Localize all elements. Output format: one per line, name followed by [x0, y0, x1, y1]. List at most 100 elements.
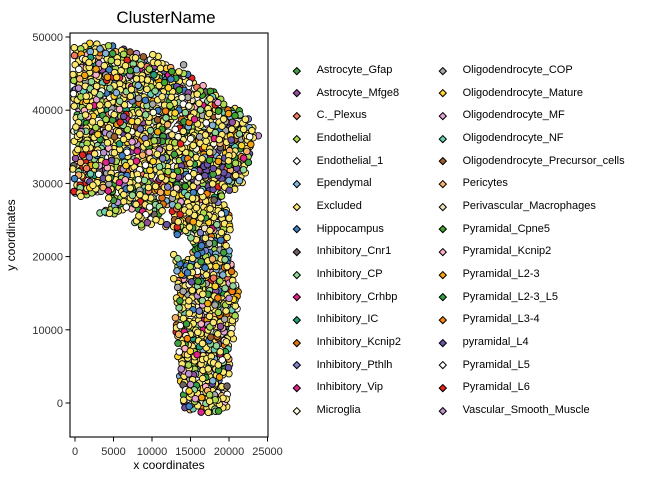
legend-key-diamond-icon	[292, 202, 301, 211]
legend-item: Inhibitory_Kcnip2	[290, 331, 401, 354]
legend-item: Oligodendrocyte_Mature	[436, 82, 625, 105]
legend-item: Ependymal	[290, 172, 401, 195]
legend-item-label: Vascular_Smooth_Muscle	[462, 404, 590, 417]
legend-item-label: Oligodendrocyte_NF	[462, 131, 564, 144]
legend-item: Inhibitory_CP	[290, 263, 401, 286]
plot-title: ClusterName	[116, 8, 215, 27]
legend-key-diamond-icon	[438, 134, 447, 143]
legend-key-diamond-icon	[292, 225, 301, 234]
legend-item-label: C._Plexus	[316, 109, 367, 122]
x-tick-label: 0	[72, 446, 78, 458]
legend-item: Oligodendrocyte_NF	[436, 127, 625, 150]
legend-key-diamond-icon	[438, 202, 447, 211]
legend-key-diamond-icon	[292, 179, 301, 188]
legend-item: C._Plexus	[290, 104, 401, 127]
legend-item-label: Hippocampus	[316, 222, 384, 235]
legend-item: Pyramidal_Kcnip2	[436, 241, 625, 264]
legend-item: Pyramidal_Cpne5	[436, 218, 625, 241]
legend-item-label: Inhibitory_CP	[316, 268, 383, 281]
legend-item-label: Pericytes	[462, 177, 508, 190]
legend-key-diamond-icon	[292, 134, 301, 143]
legend-item: Pyramidal_L6	[436, 377, 625, 400]
legend-item: Inhibitory_Vip	[290, 377, 401, 400]
legend-key-diamond-icon	[438, 315, 447, 324]
legend-item-label: pyramidal_L4	[462, 336, 529, 349]
legend-item-label: Excluded	[316, 199, 362, 212]
legend-item: Pyramidal_L2-3_L5	[436, 286, 625, 309]
legend-item-label: Inhibitory_Kcnip2	[316, 336, 401, 349]
legend-key-diamond-icon	[292, 66, 301, 75]
x-tick-label: 5000	[101, 446, 125, 458]
legend-key-diamond-icon	[292, 293, 301, 302]
legend-item-label: Pyramidal_Cpne5	[462, 222, 551, 235]
legend-item: Inhibitory_Pthlh	[290, 354, 401, 377]
legend-item: pyramidal_L4	[436, 331, 625, 354]
x-axis-title: x coordinates	[133, 458, 204, 472]
legend-item-label: Inhibitory_Pthlh	[316, 358, 393, 371]
y-tick-label: 10000	[32, 325, 63, 337]
legend-key-diamond-icon	[292, 338, 301, 347]
scatter-points	[68, 39, 263, 417]
y-tick-label: 30000	[32, 178, 63, 190]
legend-key-diamond-icon	[292, 157, 301, 166]
legend-key-diamond-icon	[438, 66, 447, 75]
legend-item-label: Pyramidal_L6	[462, 381, 530, 394]
legend-key-diamond-icon	[292, 384, 301, 392]
legend-item-label: Inhibitory_Vip	[316, 381, 384, 394]
legend-key-diamond-icon	[438, 270, 447, 279]
legend-item: Oligodendrocyte_COP	[436, 59, 625, 82]
legend-item-label: Pyramidal_L5	[462, 358, 530, 371]
legend-item: Pyramidal_L2-3	[436, 263, 625, 286]
legend-item-label: Pyramidal_L2-3_L5	[462, 290, 558, 303]
legend-key-diamond-icon	[438, 89, 447, 97]
legend-key-diamond-icon	[438, 293, 447, 302]
legend-item: Excluded	[290, 195, 401, 218]
legend-item: Hippocampus	[290, 218, 401, 241]
legend-item-label: Microglia	[316, 404, 361, 417]
legend-column-2: Oligodendrocyte_COP Oligodendrocyte_Matur…	[436, 59, 625, 422]
legend-key-diamond-icon	[292, 315, 301, 324]
y-tick-label: 0	[57, 398, 63, 410]
legend-key-diamond-icon	[438, 338, 447, 347]
legend-key-diamond-icon	[438, 384, 447, 392]
legend-key-diamond-icon	[292, 361, 301, 370]
legend-key-diamond-icon	[438, 247, 447, 256]
legend-item: Oligodendrocyte_Precursor_cells	[436, 150, 625, 173]
legend-key-diamond-icon	[438, 111, 447, 120]
legend-item-label: Astrocyte_Mfge8	[316, 86, 400, 99]
y-axis-ticks: 0 10000 20000 30000 40000 50000	[32, 32, 70, 410]
legend-item-label: Inhibitory_Crhbp	[316, 290, 398, 303]
legend-item-label: Oligodendrocyte_MF	[462, 109, 565, 122]
legend-item-label: Oligodendrocyte_COP	[462, 63, 573, 76]
y-tick-label: 50000	[32, 32, 63, 44]
y-tick-label: 40000	[32, 105, 63, 117]
legend-key-diamond-icon	[292, 270, 301, 279]
legend-key-diamond-icon	[438, 225, 447, 234]
legend-item: Astrocyte_Gfap	[290, 59, 401, 82]
legend-item: Inhibitory_IC	[290, 309, 401, 332]
legend-item: Pericytes	[436, 172, 625, 195]
legend-item: Inhibitory_Crhbp	[290, 286, 401, 309]
y-axis-title: y coordinates	[4, 199, 18, 270]
legend-key-diamond-icon	[438, 157, 447, 166]
plot-panel-border	[69, 32, 269, 438]
legend-key-diamond-icon	[292, 111, 301, 120]
legend-item-label: Astrocyte_Gfap	[316, 63, 393, 76]
legend-item-label: Pyramidal_L3-4	[462, 313, 540, 326]
legend-item-label: Endothelial_1	[316, 154, 384, 167]
legend-item: Endothelial_1	[290, 150, 401, 173]
x-tick-label: 10000	[137, 446, 168, 458]
legend-item-label: Endothelial	[316, 131, 372, 144]
legend-key-diamond-icon	[292, 247, 301, 256]
y-tick-label: 20000	[32, 252, 63, 264]
legend-key-diamond-icon	[438, 406, 447, 415]
legend-item-label: Pyramidal_L2-3	[462, 268, 540, 281]
x-tick-label: 25000	[252, 446, 283, 458]
legend-item: Pyramidal_L5	[436, 354, 625, 377]
x-tick-label: 15000	[175, 446, 206, 458]
legend-item-label: Inhibitory_IC	[316, 313, 379, 326]
legend-item-label: Perivascular_Macrophages	[462, 199, 596, 212]
legend-item: Oligodendrocyte_MF	[436, 104, 625, 127]
